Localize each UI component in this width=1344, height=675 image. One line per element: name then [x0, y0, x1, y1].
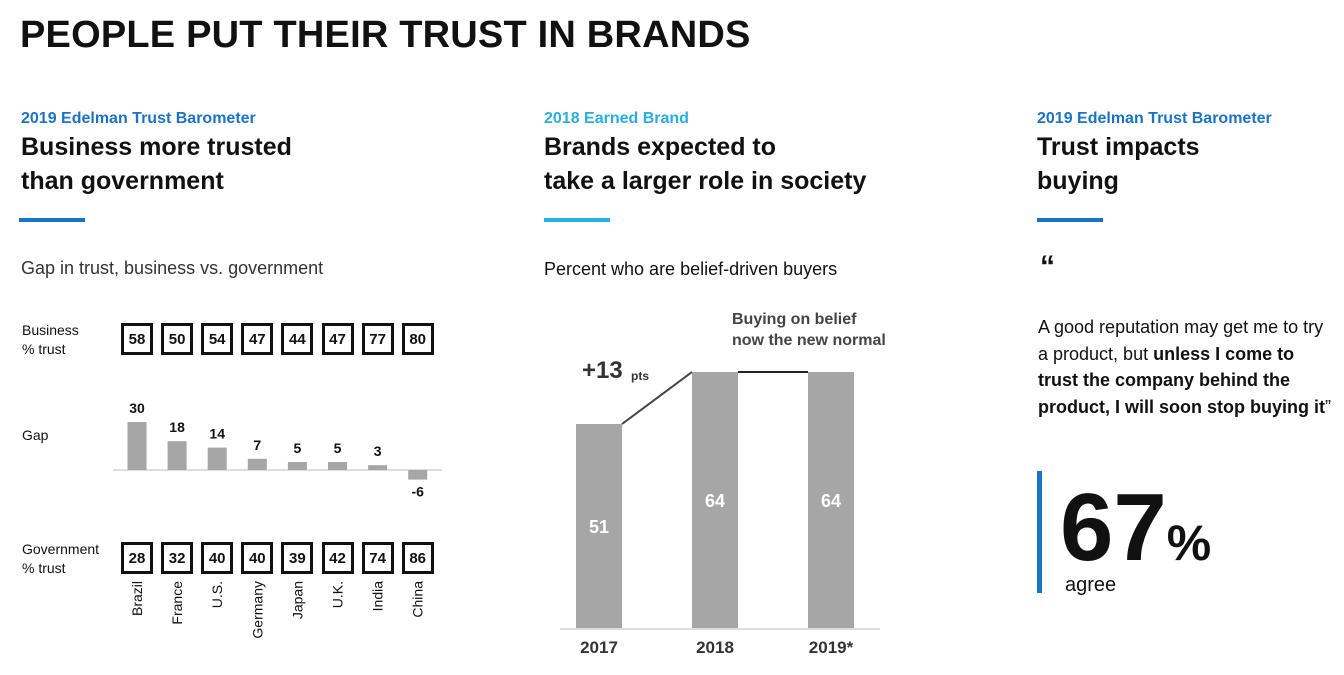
belief-change-label: +13 — [582, 357, 623, 384]
quote-text-plain: A good reputation may get me to try a pr… — [1038, 317, 1324, 364]
col1-title-line1: Business more trusted — [21, 133, 292, 161]
country-label: France — [169, 581, 185, 625]
stat-figure: 67% — [1060, 480, 1211, 576]
col3-title-line1: Trust impacts — [1037, 133, 1200, 161]
business-trust-value: 44 — [281, 323, 314, 355]
business-trust-value: 58 — [121, 323, 153, 355]
belief-annotation-line1: Buying on belief — [732, 311, 857, 328]
gap-bar — [167, 441, 187, 470]
country-label: Germany — [249, 581, 265, 639]
col3-title-line2: buying — [1037, 167, 1119, 195]
gap-value-label: 3 — [374, 443, 382, 459]
business-trust-value: 47 — [321, 323, 354, 355]
gap-bar — [127, 422, 147, 470]
belief-chart: 51 2017 64 2018 64 2019* +13 pts Buying on belie… — [560, 311, 886, 657]
stat-accent-bar — [1037, 471, 1042, 593]
col2-title-line2: take a larger role in society — [544, 167, 867, 195]
belief-bar — [692, 372, 738, 628]
country-label: China — [410, 581, 426, 618]
government-trust-value: 28 — [121, 542, 153, 574]
gap-value-label: 5 — [294, 440, 302, 456]
belief-year-label: 2019* — [809, 638, 854, 657]
business-trust-value: 50 — [161, 323, 194, 355]
business-trust-value: 80 — [401, 323, 434, 355]
quote-mark-icon: “ — [1040, 250, 1055, 283]
col1-kicker: 2019 Edelman Trust Barometer — [21, 110, 256, 127]
quote-text: A good reputation may get me to try a pr… — [1038, 314, 1338, 420]
belief-value-label: 64 — [705, 491, 725, 511]
col1-title: Business more trusted than government — [21, 130, 292, 198]
country-label: Japan — [289, 581, 305, 619]
government-trust-value: 32 — [161, 542, 194, 574]
col1-rule — [19, 218, 85, 222]
business-trust-value: 77 — [361, 323, 394, 355]
country-label: India — [370, 581, 386, 612]
government-trust-label-line2: % trust — [22, 560, 66, 576]
col2-title: Brands expected to take a larger role in… — [544, 130, 866, 198]
stat-value: 67 — [1060, 474, 1167, 581]
government-trust-value: 40 — [241, 542, 274, 574]
gap-value-label: -6 — [411, 484, 424, 500]
government-trust-label: Government % trust — [22, 540, 99, 578]
business-trust-label-line1: Business — [22, 322, 79, 338]
business-trust-label-line2: % trust — [22, 341, 66, 357]
government-trust-value: 40 — [201, 542, 234, 574]
belief-bar — [808, 372, 854, 628]
belief-year-label: 2018 — [696, 638, 734, 657]
government-trust-value: 86 — [401, 542, 434, 574]
gap-chart: 30 Brazil 18 France 14 U.S. 7 Germany 5 Japan 5 U.K… — [0, 0, 460, 675]
gap-bar — [408, 470, 428, 480]
col2-title-line1: Brands expected to — [544, 133, 777, 161]
belief-connector-line — [621, 371, 693, 425]
government-trust-label-line1: Government — [22, 541, 100, 557]
business-trust-value: 54 — [201, 323, 234, 355]
gap-label: Gap — [22, 427, 49, 443]
belief-bar — [576, 424, 622, 628]
gap-bar — [247, 458, 267, 470]
gap-value-label: 14 — [209, 426, 225, 442]
country-label: U.S. — [209, 581, 225, 608]
col3-rule — [1037, 218, 1103, 222]
country-label: U.K. — [330, 581, 346, 608]
col2-kicker: 2018 Earned Brand — [544, 110, 689, 127]
gap-bar — [368, 465, 388, 470]
col2-subtitle: Percent who are belief-driven buyers — [544, 259, 838, 279]
belief-value-label: 51 — [589, 517, 609, 537]
belief-value-label: 64 — [821, 491, 841, 511]
col3-kicker: 2019 Edelman Trust Barometer — [1037, 110, 1272, 127]
col1-subtitle: Gap in trust, business vs. government — [21, 258, 324, 278]
gap-value-label: 5 — [334, 440, 342, 456]
belief-year-label: 2017 — [580, 638, 618, 657]
country-label: Brazil — [129, 581, 145, 616]
page-title: PEOPLE PUT THEIR TRUST IN BRANDS — [20, 14, 751, 56]
business-trust-value: 47 — [241, 323, 274, 355]
quote-close-mark: ” — [1324, 396, 1331, 417]
government-trust-value: 39 — [281, 542, 314, 574]
gap-value-label: 18 — [169, 419, 185, 435]
col1-title-line2: than government — [21, 167, 224, 195]
gap-chart-plot: 30 Brazil 18 France 14 U.S. 7 Germany 5 Japan 5 U.K… — [113, 400, 442, 639]
quote-text-bold: unless I come to trust the company behin… — [1038, 343, 1325, 417]
gap-bar — [207, 447, 227, 470]
business-trust-label: Business % trust — [22, 321, 79, 359]
government-trust-value: 74 — [361, 542, 394, 574]
stat-unit: % — [1166, 515, 1212, 571]
belief-change-unit: pts — [631, 369, 649, 383]
gap-bar — [328, 462, 347, 470]
belief-annotation-line2: now the new normal — [732, 332, 886, 349]
stat-caption: agree — [1065, 574, 1117, 596]
gap-bar — [287, 462, 307, 470]
gap-value-label: 30 — [129, 400, 145, 416]
col3-title: Trust impacts buying — [1037, 130, 1200, 198]
government-trust-value: 42 — [321, 542, 354, 574]
col2-rule — [544, 218, 610, 222]
gap-value-label: 7 — [253, 437, 261, 453]
